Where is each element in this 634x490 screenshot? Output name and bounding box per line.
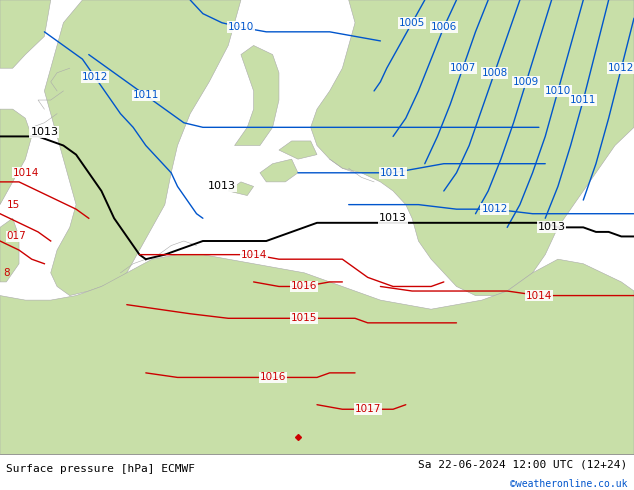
Text: 1012: 1012: [608, 63, 634, 73]
Polygon shape: [0, 218, 19, 282]
Text: 1012: 1012: [82, 73, 108, 82]
Text: Sa 22-06-2024 12:00 UTC (12+24): Sa 22-06-2024 12:00 UTC (12+24): [418, 460, 628, 469]
Text: 1013: 1013: [538, 222, 566, 232]
Text: 1011: 1011: [133, 91, 159, 100]
Text: 1010: 1010: [228, 22, 254, 32]
Text: 1016: 1016: [259, 372, 286, 382]
Text: 1008: 1008: [481, 68, 508, 78]
Text: 1011: 1011: [380, 168, 406, 178]
Text: 1013: 1013: [30, 127, 58, 137]
Text: 8: 8: [3, 268, 10, 278]
Text: 1016: 1016: [291, 281, 318, 292]
Polygon shape: [0, 0, 51, 68]
Polygon shape: [228, 182, 254, 196]
Text: ©weatheronline.co.uk: ©weatheronline.co.uk: [510, 479, 628, 489]
Text: 1013: 1013: [208, 181, 236, 192]
Polygon shape: [260, 159, 298, 182]
Text: 1015: 1015: [291, 313, 318, 323]
Text: 1009: 1009: [513, 77, 540, 87]
Polygon shape: [311, 0, 634, 295]
Text: 1014: 1014: [240, 249, 267, 260]
Text: 1014: 1014: [526, 291, 552, 300]
Polygon shape: [0, 109, 32, 205]
Polygon shape: [44, 0, 241, 295]
Text: 1006: 1006: [430, 22, 457, 32]
Text: 1010: 1010: [545, 86, 571, 96]
Text: 1012: 1012: [481, 204, 508, 214]
Text: 1011: 1011: [570, 95, 597, 105]
Text: 1013: 1013: [379, 213, 407, 223]
Text: 15: 15: [6, 199, 20, 210]
Polygon shape: [235, 46, 279, 146]
Text: Surface pressure [hPa] ECMWF: Surface pressure [hPa] ECMWF: [6, 464, 195, 474]
Text: 1007: 1007: [450, 63, 476, 73]
Text: 1014: 1014: [13, 168, 39, 178]
Text: 017: 017: [6, 231, 26, 242]
Polygon shape: [0, 255, 634, 455]
Text: 1005: 1005: [399, 18, 425, 28]
Polygon shape: [279, 141, 317, 159]
Text: 1017: 1017: [354, 404, 381, 414]
